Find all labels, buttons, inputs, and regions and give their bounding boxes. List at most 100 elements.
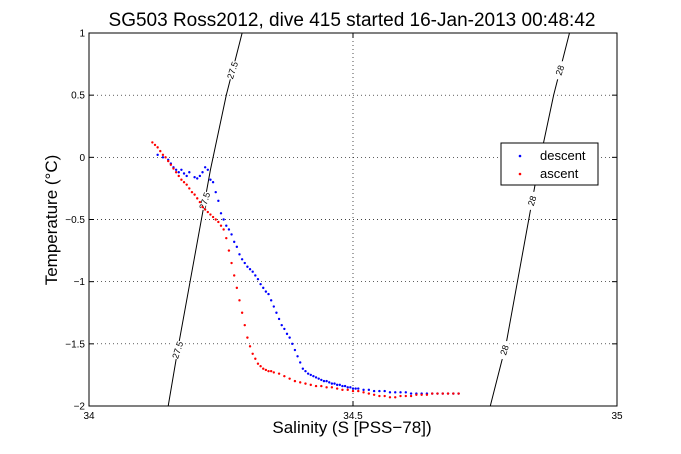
point-descent-77 [378, 389, 381, 393]
point-ascent-67 [383, 394, 386, 398]
legend-label-descent: descent [540, 148, 586, 163]
point-ascent-73 [415, 393, 418, 397]
point-ascent-66 [378, 394, 381, 398]
point-ascent-68 [388, 396, 392, 399]
point-ascent-10 [177, 174, 180, 178]
point-descent-63 [330, 382, 334, 385]
point-ascent-8 [172, 167, 175, 170]
point-descent-71 [351, 387, 355, 390]
point-descent-20 [217, 199, 220, 203]
point-descent-39 [267, 292, 270, 296]
point-ascent-21 [206, 210, 209, 214]
point-ascent-48 [283, 374, 286, 378]
point-ascent-12 [182, 181, 186, 184]
point-descent-5 [174, 168, 178, 171]
point-ascent-62 [357, 389, 360, 393]
point-ascent-70 [399, 394, 402, 398]
point-ascent-40 [256, 362, 260, 365]
point-ascent-31 [233, 274, 236, 277]
point-descent-75 [367, 388, 371, 392]
legend-entry-descent: descent [518, 148, 586, 163]
point-ascent-50 [293, 379, 297, 383]
point-descent-37 [262, 286, 265, 290]
point-descent-7 [180, 168, 183, 171]
point-descent-30 [243, 261, 246, 265]
contour-label-1-0: 28 [498, 344, 511, 357]
point-ascent-79 [446, 392, 450, 395]
point-descent-45 [283, 327, 286, 331]
point-ascent-26 [219, 224, 223, 227]
point-ascent-36 [246, 336, 249, 339]
point-ascent-19 [201, 205, 204, 209]
point-ascent-37 [248, 345, 252, 348]
point-ascent-78 [441, 392, 444, 395]
point-ascent-35 [243, 323, 246, 327]
legend: descent ascent [500, 142, 599, 186]
point-ascent-5 [164, 156, 167, 159]
point-descent-70 [349, 386, 352, 389]
point-ascent-49 [288, 377, 291, 380]
point-descent-8 [182, 172, 186, 175]
legend-label-ascent: ascent [540, 166, 579, 181]
y-tick-label-6: 1 [79, 29, 85, 40]
legend-marker-ascent [518, 172, 522, 176]
point-ascent-16 [193, 193, 196, 196]
point-descent-31 [246, 265, 249, 268]
point-ascent-60 [346, 388, 349, 392]
point-ascent-52 [304, 382, 307, 385]
contour-label-bg-0-0 [172, 341, 183, 360]
y-ticks: −2 −1.5 −1 −0.5 0 0.5 1 [65, 29, 617, 413]
point-descent-15 [203, 166, 207, 169]
point-descent-74 [362, 388, 365, 392]
point-descent-35 [256, 277, 260, 281]
point-descent-68 [343, 384, 347, 388]
contour-label-1-1: 28 [526, 195, 539, 208]
point-ascent-18 [198, 200, 202, 204]
point-ascent-58 [335, 387, 339, 390]
point-descent-52 [301, 367, 305, 370]
point-descent-51 [299, 361, 302, 364]
point-ascent-22 [209, 213, 212, 216]
point-descent-42 [275, 311, 278, 314]
point-descent-9 [185, 174, 188, 178]
point-ascent-33 [238, 299, 241, 302]
point-descent-6 [177, 171, 180, 174]
legend-entry-ascent: ascent [518, 166, 579, 181]
y-axis-label: Temperature (°C) [42, 155, 61, 286]
point-ascent-15 [190, 190, 194, 194]
y-tick-label-2: −1 [74, 277, 86, 288]
point-ascent-59 [341, 388, 344, 392]
point-descent-21 [219, 212, 223, 215]
point-descent-59 [320, 378, 323, 382]
contour-label-bg-1-0 [499, 341, 510, 360]
point-descent-80 [394, 391, 397, 394]
contour-label-bg-1-1 [527, 191, 538, 210]
point-ascent-41 [259, 365, 262, 368]
point-descent-22 [222, 218, 225, 221]
point-ascent-28 [225, 236, 228, 240]
point-ascent-64 [367, 392, 371, 395]
point-descent-58 [317, 377, 320, 380]
point-ascent-65 [372, 393, 376, 397]
contour-label-bg-1-2 [554, 61, 565, 80]
series-ascent [151, 141, 460, 399]
point-ascent-23 [211, 215, 215, 219]
point-ascent-32 [235, 286, 239, 290]
point-ascent-3 [159, 149, 162, 153]
point-descent-82 [404, 391, 407, 394]
x-tick-label-0: 34 [83, 411, 95, 422]
point-descent-19 [214, 190, 217, 194]
point-descent-29 [240, 258, 244, 261]
point-descent-18 [211, 181, 215, 184]
point-descent-73 [357, 387, 360, 390]
point-ascent-38 [251, 352, 254, 355]
point-descent-17 [209, 178, 212, 181]
point-descent-10 [188, 171, 191, 174]
point-ascent-47 [277, 372, 281, 375]
point-ascent-74 [420, 393, 423, 397]
point-descent-28 [238, 253, 241, 256]
point-ascent-51 [299, 381, 302, 384]
legend-marker-descent [518, 154, 522, 158]
